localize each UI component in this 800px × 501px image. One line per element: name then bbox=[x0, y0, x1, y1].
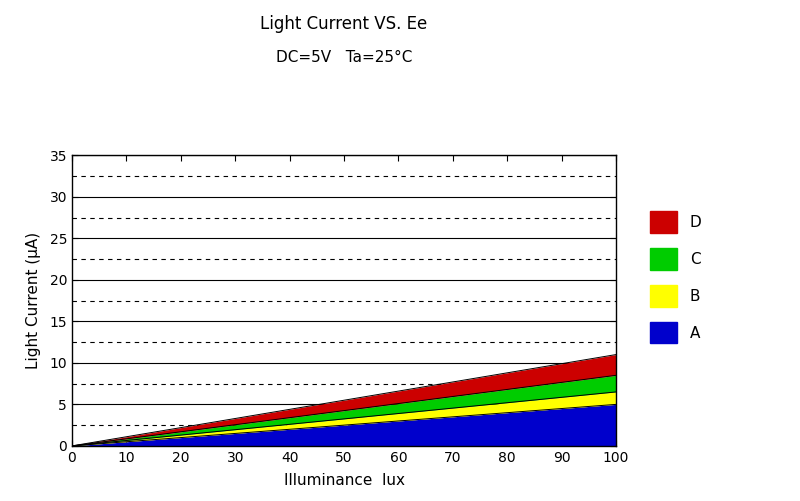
Y-axis label: Light Current (μA): Light Current (μA) bbox=[26, 232, 41, 369]
Text: DC=5V   Ta=25°C: DC=5V Ta=25°C bbox=[276, 50, 412, 65]
Legend: D, C, B, A: D, C, B, A bbox=[646, 206, 706, 348]
Text: Light Current VS. Ee: Light Current VS. Ee bbox=[260, 15, 428, 33]
X-axis label: Illuminance  lux: Illuminance lux bbox=[283, 473, 405, 488]
